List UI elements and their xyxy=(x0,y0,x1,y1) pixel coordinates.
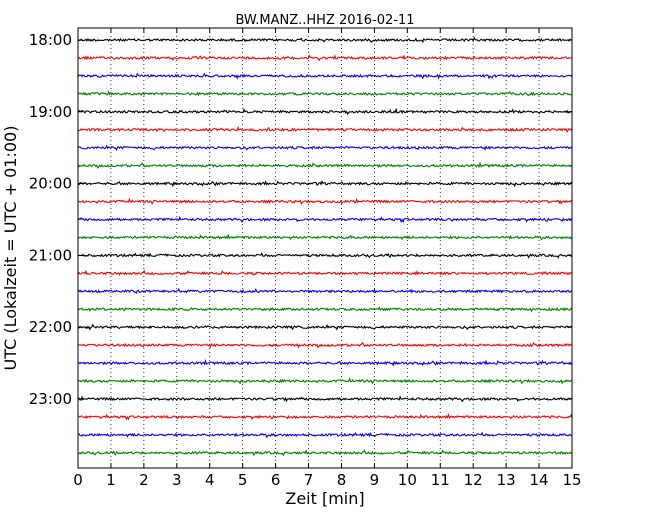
y-tick-label: 22:00 xyxy=(29,318,72,336)
y-tick-label: 20:00 xyxy=(29,175,72,193)
trace-1900 xyxy=(77,107,573,116)
x-tick-label: 3 xyxy=(172,471,182,489)
x-tick-label: 4 xyxy=(205,471,215,489)
traces xyxy=(77,36,573,457)
trace-2115 xyxy=(77,269,573,277)
y-tick-label: 19:00 xyxy=(29,103,72,121)
trace-1800 xyxy=(77,36,573,44)
y-axis-label: UTC (Lokalzeit = UTC + 01:00) xyxy=(1,126,20,371)
y-tick-label: 21:00 xyxy=(29,246,72,264)
trace-2130 xyxy=(77,287,573,295)
trace-1945 xyxy=(77,161,573,170)
x-tick-label: 11 xyxy=(431,471,450,489)
trace-1830 xyxy=(77,72,573,81)
trace-2145 xyxy=(77,306,573,313)
trace-1915 xyxy=(77,125,573,133)
vertical-grid xyxy=(110,28,540,468)
trace-2000 xyxy=(77,180,573,188)
x-tick-label: 8 xyxy=(337,471,347,489)
x-tick-label: 5 xyxy=(238,471,248,489)
trace-2100 xyxy=(77,252,573,259)
trace-1845 xyxy=(77,90,573,97)
x-tick-label: 2 xyxy=(139,471,149,489)
x-tick-label: 10 xyxy=(398,471,417,489)
trace-2030 xyxy=(77,215,573,224)
trace-2015 xyxy=(77,197,573,205)
trace-2230 xyxy=(77,358,573,367)
x-tick-label: 7 xyxy=(304,471,314,489)
y-axis: 18:00 19:00 20:00 21:00 22:00 23:00 xyxy=(29,31,572,408)
trace-2200 xyxy=(77,323,573,331)
x-tick-label: 9 xyxy=(370,471,380,489)
y-tick-label: 23:00 xyxy=(29,390,72,408)
trace-2315 xyxy=(77,413,573,421)
chart-title: BW.MANZ..HHZ 2016-02-11 xyxy=(235,13,414,28)
trace-2215 xyxy=(77,341,573,349)
trace-2345 xyxy=(77,449,573,457)
plot-frame xyxy=(77,27,573,469)
trace-2245 xyxy=(77,376,573,385)
x-tick-label: 0 xyxy=(73,471,83,489)
x-tick-label: 15 xyxy=(562,471,581,489)
x-tick-label: 1 xyxy=(106,471,116,489)
x-tick-label: 12 xyxy=(464,471,483,489)
x-axis-label: Zeit [min] xyxy=(285,489,364,508)
trace-2330 xyxy=(77,431,573,439)
x-tick-label: 13 xyxy=(497,471,516,489)
x-axis: 0 1 2 3 4 5 6 7 8 9 10 11 12 13 14 15 xyxy=(73,28,582,489)
trace-2300 xyxy=(77,395,573,403)
trace-1930 xyxy=(77,144,573,152)
y-tick-label: 18:00 xyxy=(29,31,72,49)
x-tick-label: 6 xyxy=(271,471,281,489)
x-tick-label: 14 xyxy=(530,471,549,489)
trace-1815 xyxy=(77,54,573,62)
trace-2045 xyxy=(77,233,573,241)
